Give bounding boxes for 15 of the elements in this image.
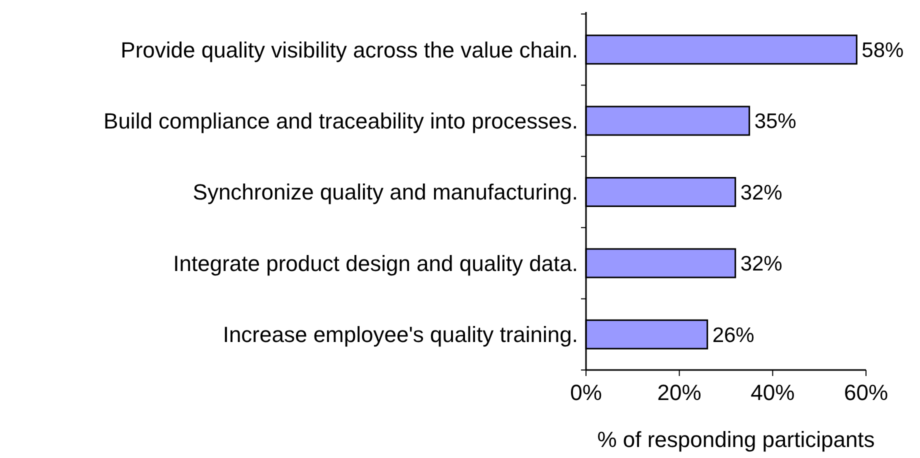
- data-label: 35%: [754, 110, 796, 134]
- y-tick-label: Synchronize quality and manufacturing.: [192, 180, 578, 205]
- data-label: 32%: [740, 252, 782, 276]
- y-tick-label: Build compliance and traceability into processes.: [104, 108, 578, 134]
- data-label: 26%: [712, 324, 754, 347]
- x-tick-label: 60%: [844, 380, 888, 405]
- data-label: 32%: [740, 181, 782, 204]
- x-tick-label: 20%: [657, 380, 702, 405]
- y-tick-label: Increase employee's quality training.: [222, 322, 578, 348]
- data-label: 58%: [862, 38, 904, 62]
- y-tick-label: Integrate product design and quality data.: [173, 250, 578, 276]
- x-tick-label: 40%: [750, 380, 795, 405]
- x-axis-title: % of responding participants: [597, 427, 875, 452]
- y-tick-label: Provide quality visibility across the value chain.: [120, 37, 578, 62]
- x-tick-label: 0%: [570, 380, 602, 405]
